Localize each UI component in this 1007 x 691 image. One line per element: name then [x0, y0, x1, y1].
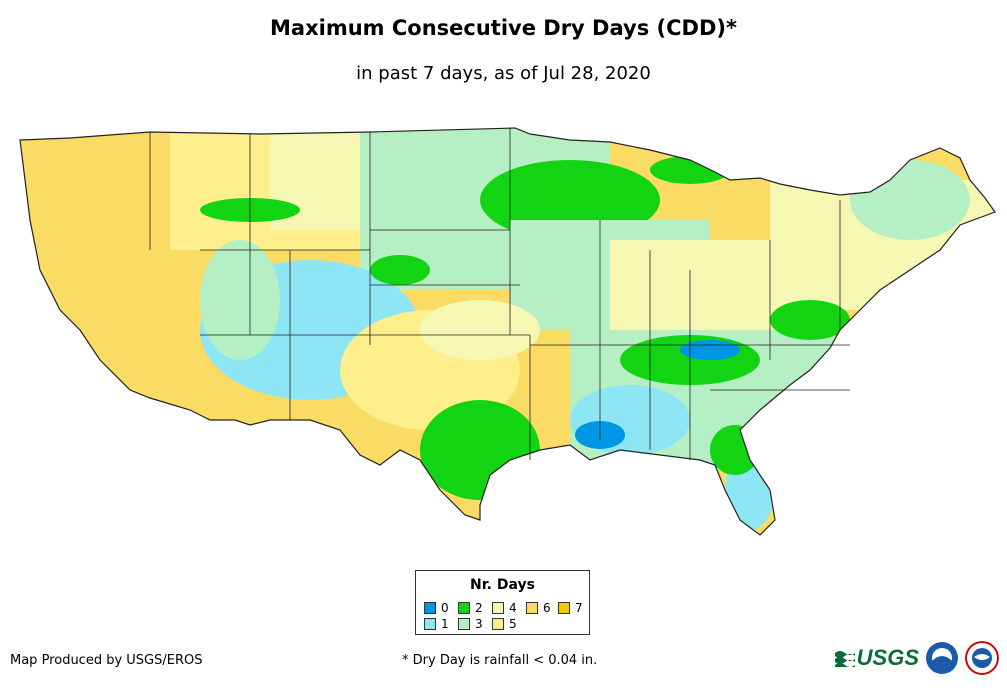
legend-item: 2 [458, 601, 483, 615]
legend-box: Nr. Days 0 1 2 3 4 5 6 7 [415, 570, 590, 635]
legend-label: 1 [441, 617, 449, 631]
legend-label: 6 [543, 601, 551, 615]
noaa-seal-icon [926, 642, 958, 674]
usgs-wave-icon [834, 651, 855, 667]
nws-seal-icon [965, 641, 999, 675]
legend-label: 4 [509, 601, 517, 615]
map-subtitle: in past 7 days, as of Jul 28, 2020 [356, 63, 651, 84]
legend-item: 4 [492, 601, 517, 615]
legend-label: 0 [441, 601, 449, 615]
legend-item: 0 [424, 601, 449, 615]
legend-swatch [424, 602, 436, 614]
legend-swatch [526, 602, 538, 614]
map-title: Maximum Consecutive Dry Days (CDD)* [270, 16, 737, 40]
producer-credit: Map Produced by USGS/EROS [10, 653, 203, 668]
dry-day-note: * Dry Day is rainfall < 0.04 in. [402, 653, 598, 668]
legend-label: 5 [509, 617, 517, 631]
usgs-logo-text: USGS [856, 645, 919, 670]
legend-item: 6 [526, 601, 551, 615]
legend-item: 3 [458, 617, 483, 631]
legend-swatch [558, 602, 570, 614]
legend-swatch [424, 618, 436, 630]
legend-item: 1 [424, 617, 449, 631]
legend-swatch [492, 602, 504, 614]
legend-item: 7 [558, 601, 583, 615]
legend-swatch [458, 618, 470, 630]
legend-item: 5 [492, 617, 517, 631]
legend-swatch [492, 618, 504, 630]
legend-label: 2 [475, 601, 483, 615]
logos: USGS [834, 638, 999, 678]
legend-swatch [458, 602, 470, 614]
legend-label: 7 [575, 601, 583, 615]
legend-label: 3 [475, 617, 483, 631]
conus-dry-days-map [19, 127, 996, 536]
usgs-logo: USGS [834, 645, 919, 671]
legend-title: Nr. Days [470, 577, 535, 593]
